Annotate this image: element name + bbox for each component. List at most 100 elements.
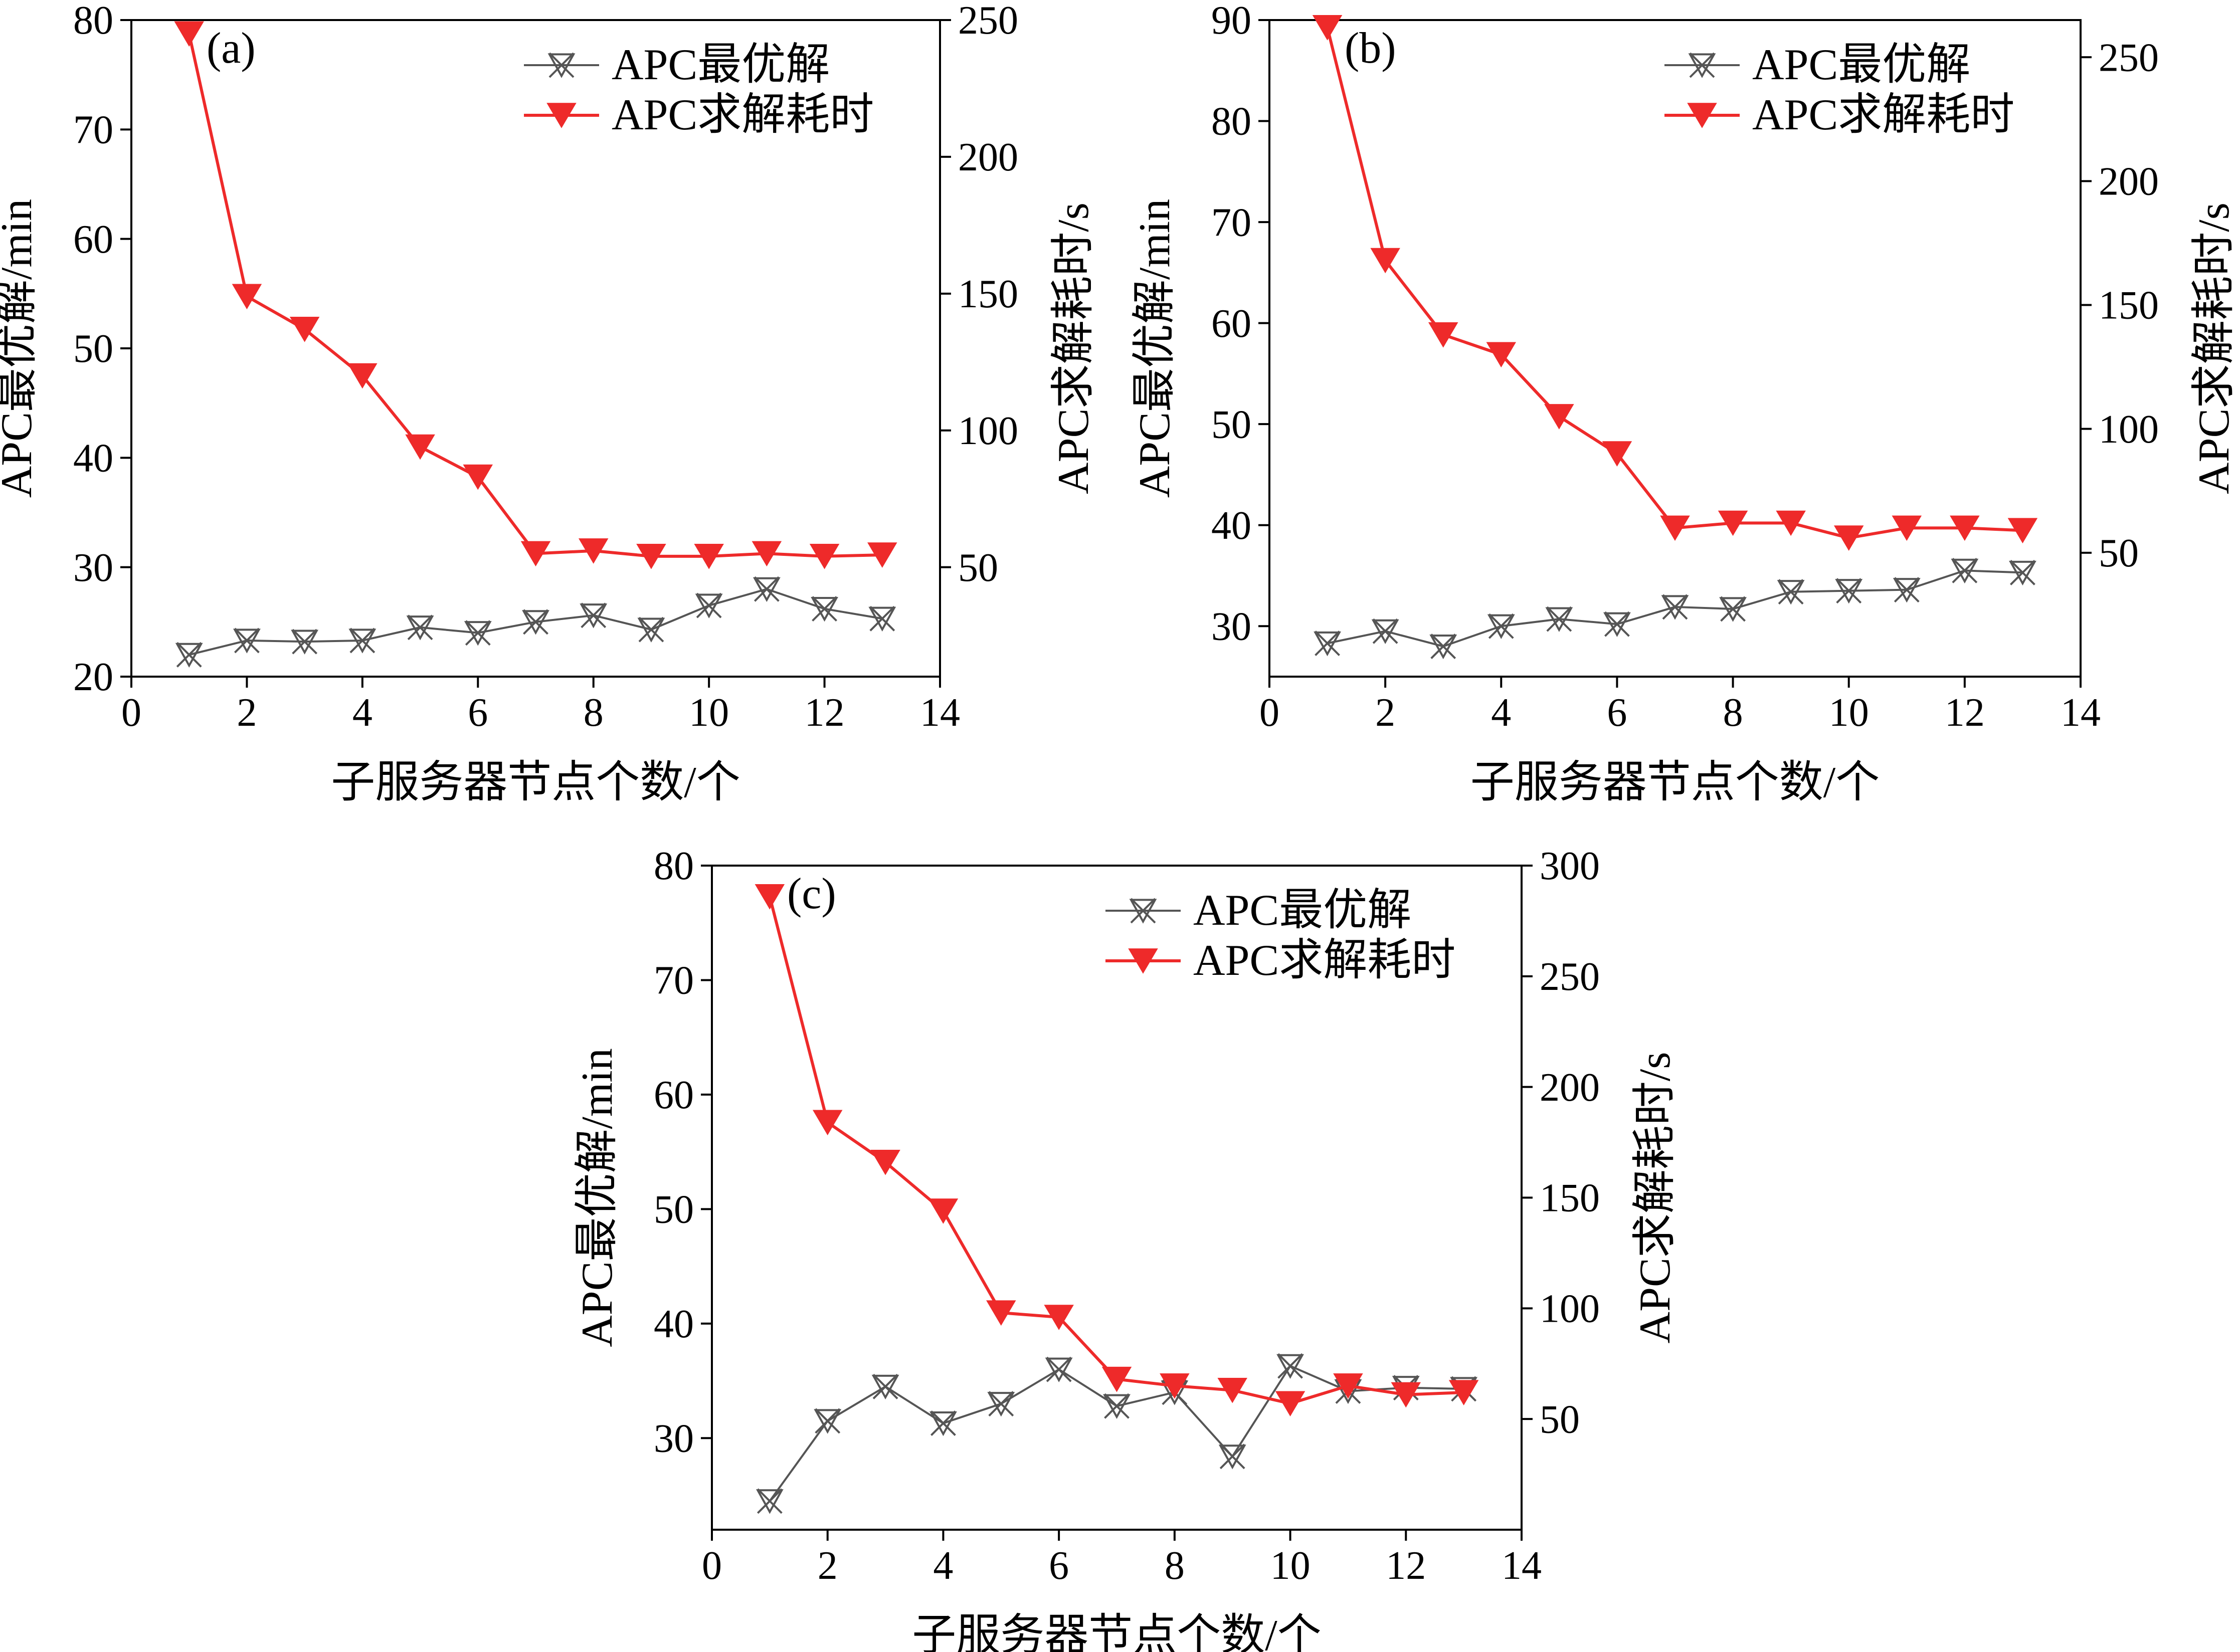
y-tick-label: 80 xyxy=(654,844,694,888)
panel-label: (b) xyxy=(1345,24,1396,73)
x-axis-label: 子服务器节点个数/个 xyxy=(331,758,740,807)
y2-tick-label: 100 xyxy=(2099,407,2159,452)
y2-tick-label: 250 xyxy=(2099,36,2159,80)
data-point xyxy=(522,609,549,635)
y2-tick-label: 250 xyxy=(1540,955,1600,999)
panel-c: 0 2 4 6 8 10 12 14 30 40 50 60 70 80 50 100 150 200 250 300… xyxy=(573,844,1679,1652)
data-point xyxy=(1429,634,1457,660)
data-point xyxy=(1777,579,1805,605)
y-axis-label: APC最优解/min xyxy=(0,199,41,498)
data-point xyxy=(694,544,724,569)
x-tick-label: 0 xyxy=(1259,691,1279,735)
legend-label: APC求解耗时 xyxy=(1752,91,2014,139)
data-point xyxy=(578,538,609,564)
data-point xyxy=(546,103,577,128)
data-point xyxy=(289,316,320,342)
x-tick-label: 6 xyxy=(1607,691,1627,735)
data-point xyxy=(1333,1373,1363,1399)
y-tick-label: 70 xyxy=(73,108,113,152)
data-point xyxy=(1128,948,1158,974)
x-axis-label: 子服务器节点个数/个 xyxy=(1470,758,1880,807)
y2-axis-label: APC求解耗时/s xyxy=(1631,1052,1679,1344)
y-tick-label: 40 xyxy=(654,1302,694,1346)
data-point xyxy=(812,1110,843,1136)
y-tick-label: 50 xyxy=(654,1188,694,1232)
data-point xyxy=(1486,342,1517,368)
panel-a: 0 2 4 6 8 10 12 14 20 30 40 50 60 70 80 50 100 150 200 250 子… xyxy=(0,0,1098,807)
y2-tick-label: 300 xyxy=(1540,844,1600,888)
legend-label: APC求解耗时 xyxy=(1193,936,1455,985)
data-point xyxy=(1370,248,1400,274)
data-point xyxy=(580,602,608,629)
data-point xyxy=(406,614,434,641)
x-tick-label: 2 xyxy=(818,1544,838,1588)
data-point xyxy=(636,544,666,569)
y-tick-label: 50 xyxy=(1211,402,1251,447)
data-point xyxy=(1545,606,1573,632)
y-tick-label: 40 xyxy=(1211,504,1251,548)
y2-tick-label: 50 xyxy=(1540,1397,1580,1441)
data-point xyxy=(175,642,203,668)
y2-axis-label: APC求解耗时/s xyxy=(2190,202,2238,494)
data-point xyxy=(233,628,261,654)
y-tick-label: 70 xyxy=(1211,200,1251,245)
y2-tick-label: 50 xyxy=(958,546,998,590)
y2-tick-label: 250 xyxy=(958,0,1018,43)
plot-frame xyxy=(1268,19,2082,678)
panel-b: 0 2 4 6 8 10 12 14 30 40 50 60 70 80 90 50 100 150 200 250 子… xyxy=(1131,0,2238,807)
data-point xyxy=(547,52,576,78)
y2-tick-label: 50 xyxy=(2099,531,2139,575)
y2-tick-label: 150 xyxy=(958,272,1018,316)
data-point xyxy=(1719,596,1747,622)
x-tick-label: 0 xyxy=(702,1544,722,1588)
data-point xyxy=(464,620,492,646)
data-point xyxy=(1428,322,1458,348)
y-tick-label: 20 xyxy=(73,655,113,699)
data-point xyxy=(1892,515,1922,541)
data-point xyxy=(756,1488,784,1514)
x-tick-label: 6 xyxy=(468,691,488,735)
x-tick-label: 8 xyxy=(584,691,604,735)
x-tick-label: 12 xyxy=(1386,1544,1426,1588)
x-tick-label: 14 xyxy=(920,691,960,735)
data-point xyxy=(1275,1391,1305,1417)
data-point xyxy=(1660,515,1690,541)
data-point xyxy=(348,628,377,654)
data-point xyxy=(1160,1373,1190,1399)
y2-tick-label: 150 xyxy=(2099,284,2159,328)
data-point xyxy=(2009,560,2036,586)
x-tick-label: 0 xyxy=(121,691,141,735)
data-point xyxy=(1391,1382,1421,1408)
x-tick-label: 4 xyxy=(1491,691,1511,735)
data-point xyxy=(1687,103,1717,128)
y-axis-label: APC最优解/min xyxy=(1131,199,1179,498)
y2-axis-label: APC求解耗时/s xyxy=(1049,202,1098,494)
data-point xyxy=(463,464,493,490)
data-point xyxy=(752,541,782,567)
data-point xyxy=(1314,631,1341,657)
legend-label: APC最优解 xyxy=(1752,41,1970,89)
data-point xyxy=(174,21,204,47)
data-point xyxy=(1603,611,1631,637)
x-tick-label: 8 xyxy=(1723,691,1743,735)
data-point xyxy=(2007,518,2038,544)
x-tick-label: 14 xyxy=(1502,1544,1542,1588)
data-point xyxy=(1312,15,1343,41)
y2-tick-label: 200 xyxy=(958,135,1018,179)
data-point xyxy=(1218,1443,1246,1470)
data-point xyxy=(1129,898,1157,924)
x-tick-label: 12 xyxy=(1945,691,1985,735)
panel-label: (a) xyxy=(207,24,256,73)
x-tick-label: 10 xyxy=(1270,1544,1311,1588)
y2-tick-label: 150 xyxy=(1540,1176,1600,1220)
data-point xyxy=(347,363,378,389)
data-point xyxy=(1544,404,1574,430)
data-point xyxy=(291,629,319,655)
y2-tick-label: 100 xyxy=(958,409,1018,453)
data-point xyxy=(928,1198,959,1224)
legend-label: APC最优解 xyxy=(1193,886,1411,935)
y-tick-label: 80 xyxy=(73,0,113,43)
data-point xyxy=(929,1410,957,1436)
data-point xyxy=(1951,557,1979,584)
y2-tick-label: 200 xyxy=(1540,1066,1600,1110)
